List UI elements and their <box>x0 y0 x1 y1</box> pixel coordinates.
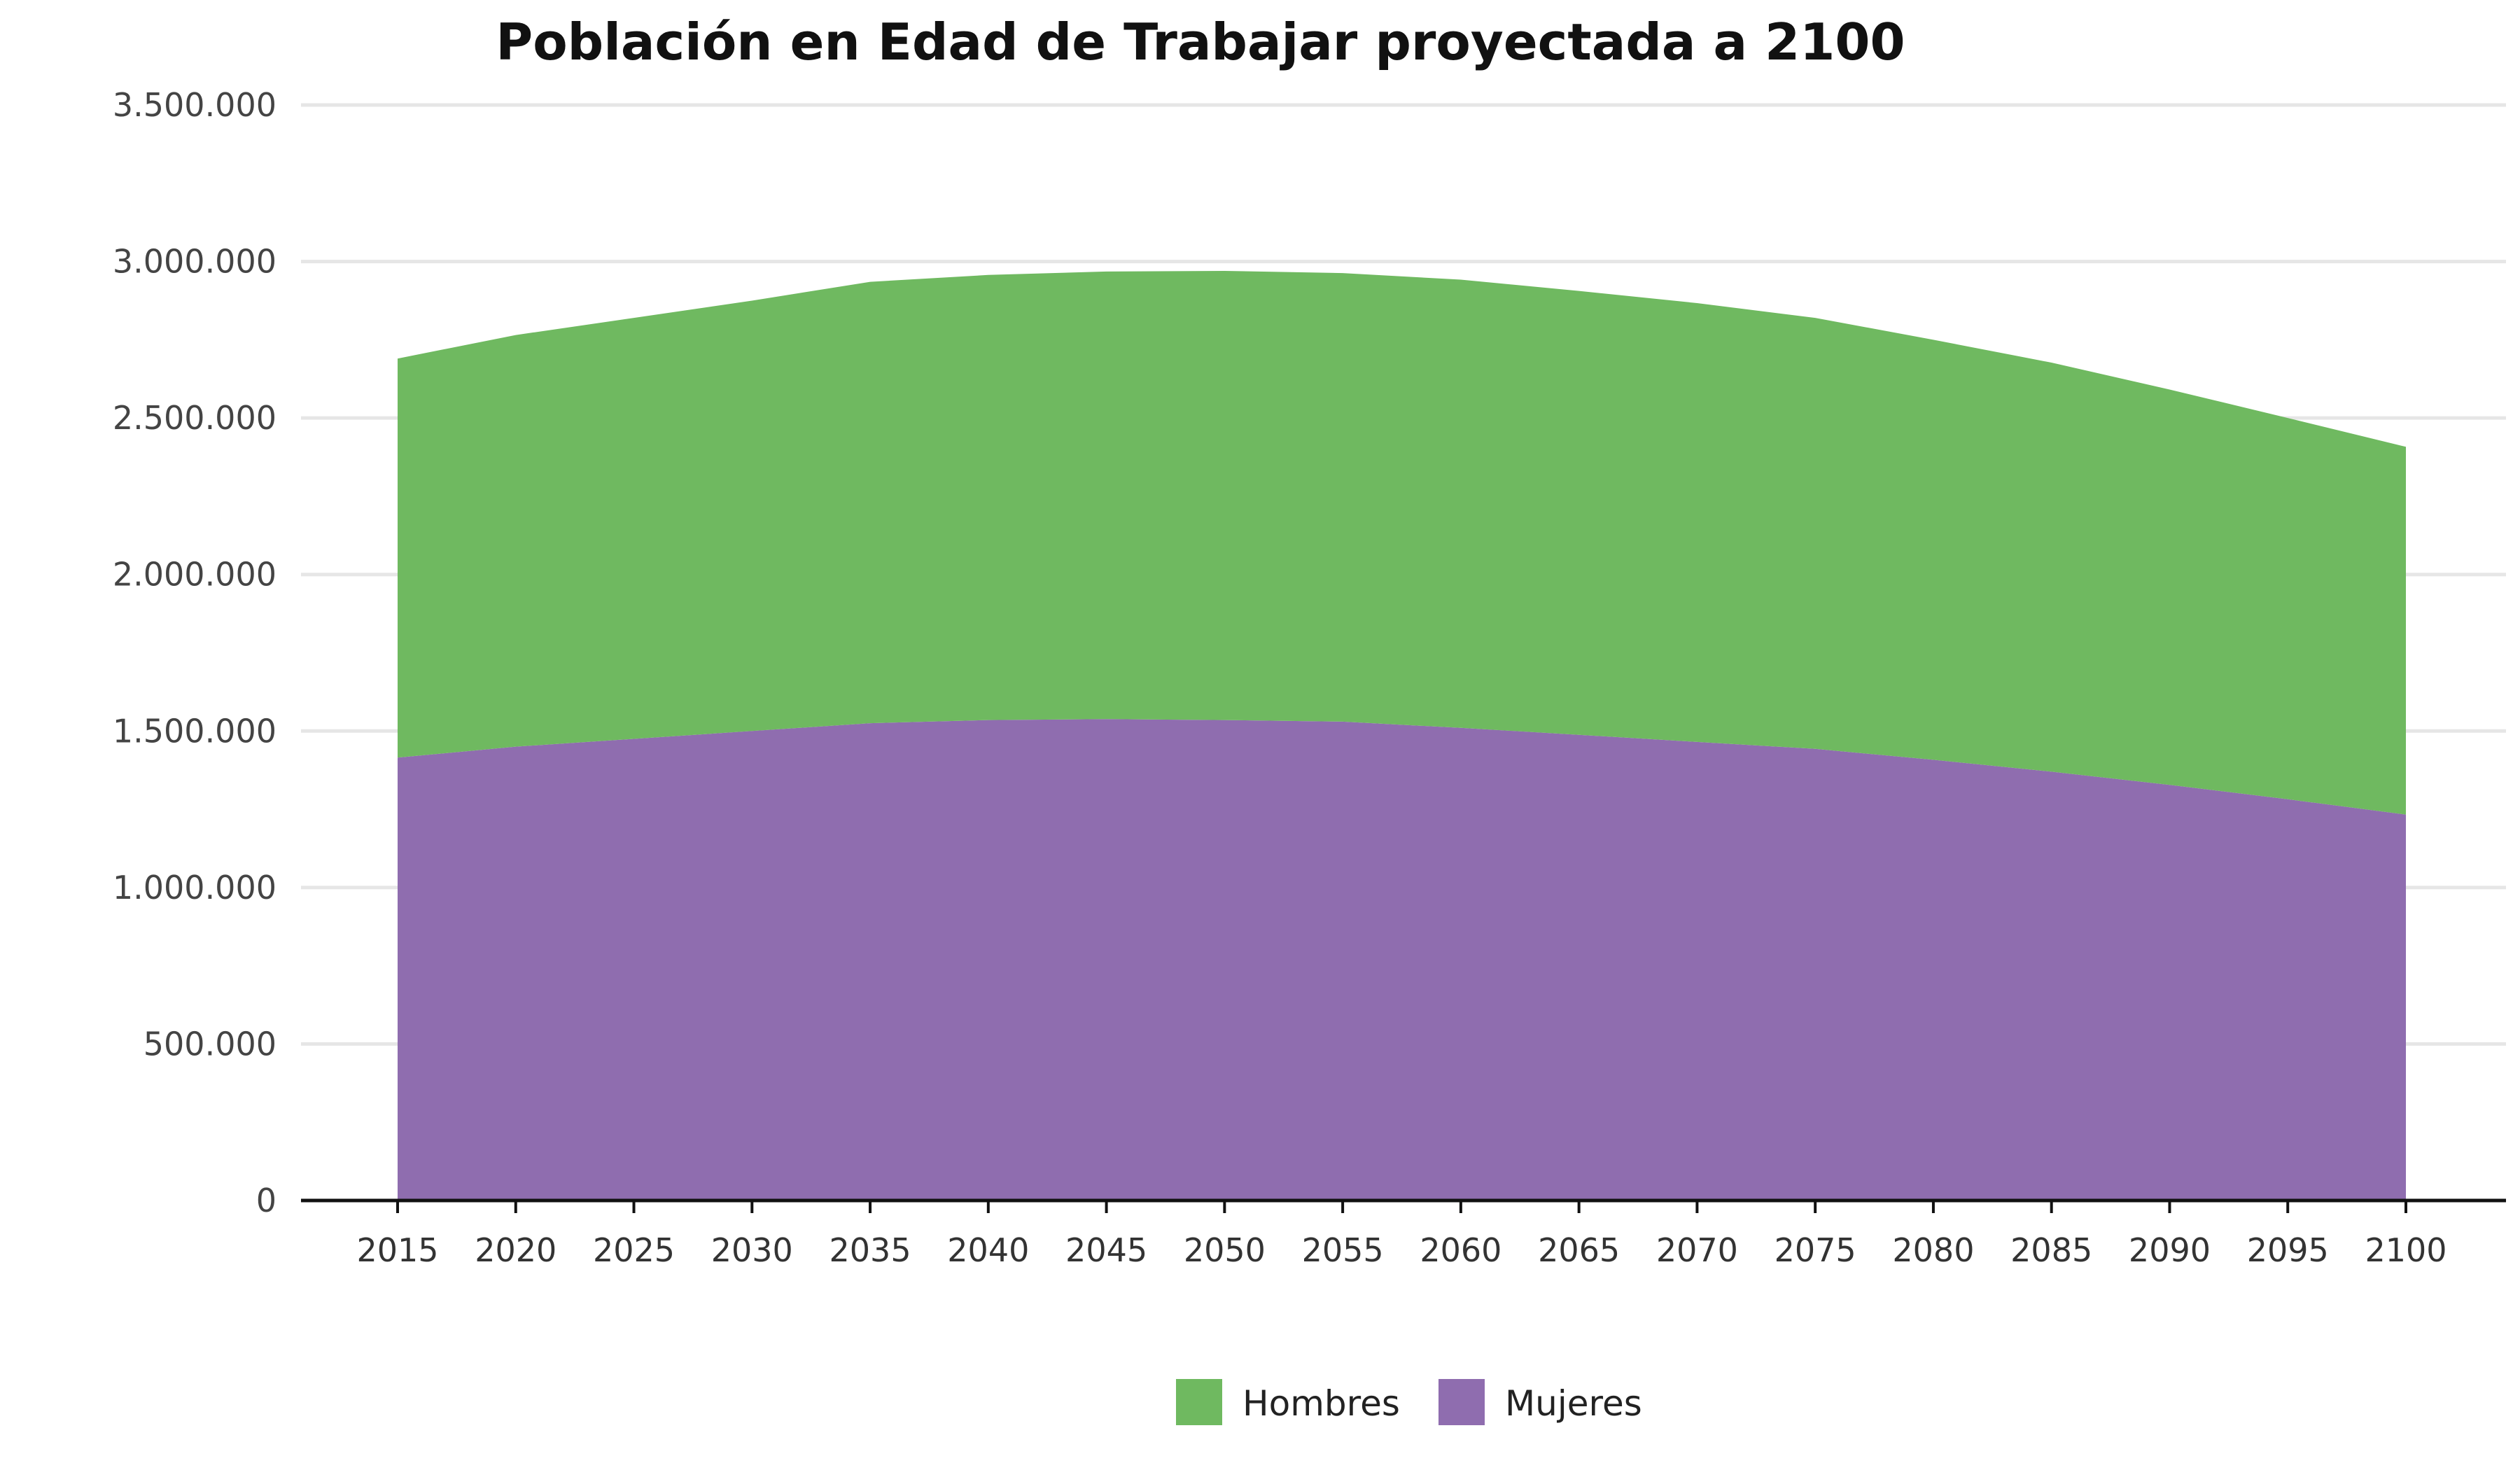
y-tick-label: 2.000.000 <box>113 556 276 594</box>
area-hombres <box>398 271 2406 815</box>
x-tick-label: 2035 <box>830 1231 911 1269</box>
x-tick-label: 2020 <box>475 1231 556 1269</box>
y-tick-label: 3.000.000 <box>113 243 276 281</box>
x-tick-label: 2050 <box>1184 1231 1266 1269</box>
y-tick-label: 500.000 <box>144 1025 276 1063</box>
x-tick-label: 2015 <box>356 1231 438 1269</box>
x-tick-label: 2100 <box>2365 1231 2446 1269</box>
y-tick-label: 2.500.000 <box>113 399 276 437</box>
legend-label-hombres: Hombres <box>1242 1383 1400 1424</box>
x-tick-label: 2055 <box>1302 1231 1384 1269</box>
x-tick-label: 2075 <box>1774 1231 1856 1269</box>
x-tick-label: 2040 <box>947 1231 1029 1269</box>
x-tick-label: 2095 <box>2247 1231 2329 1269</box>
plot-areas <box>398 271 2406 1200</box>
chart-title: Población en Edad de Trabajar proyectada… <box>496 13 1905 71</box>
y-tick-label: 3.500.000 <box>113 86 276 124</box>
legend-swatch-mujeres <box>1438 1379 1485 1425</box>
area-mujeres <box>398 719 2406 1200</box>
y-tick-label: 1.500.000 <box>113 712 276 750</box>
x-tick-label: 2080 <box>1892 1231 1974 1269</box>
x-tick-label: 2045 <box>1065 1231 1147 1269</box>
legend-swatch-hombres <box>1176 1379 1222 1425</box>
x-tick-label: 2025 <box>593 1231 675 1269</box>
y-tick-label: 0 <box>256 1182 276 1219</box>
axes: 0 500.000 1.000.000 1.500.000 2.000.000 2.500… <box>113 86 2506 1269</box>
y-tick-label: 1.000.000 <box>113 869 276 906</box>
x-tick-label: 2070 <box>1656 1231 1738 1269</box>
x-tick-label: 2090 <box>2129 1231 2211 1269</box>
x-tick-label: 2030 <box>711 1231 793 1269</box>
legend-label-mujeres: Mujeres <box>1505 1383 1642 1424</box>
legend: Hombres Mujeres <box>1176 1379 1642 1425</box>
x-tick-label: 2065 <box>1538 1231 1620 1269</box>
x-tick-label: 2060 <box>1420 1231 1502 1269</box>
x-tick-label: 2085 <box>2010 1231 2092 1269</box>
